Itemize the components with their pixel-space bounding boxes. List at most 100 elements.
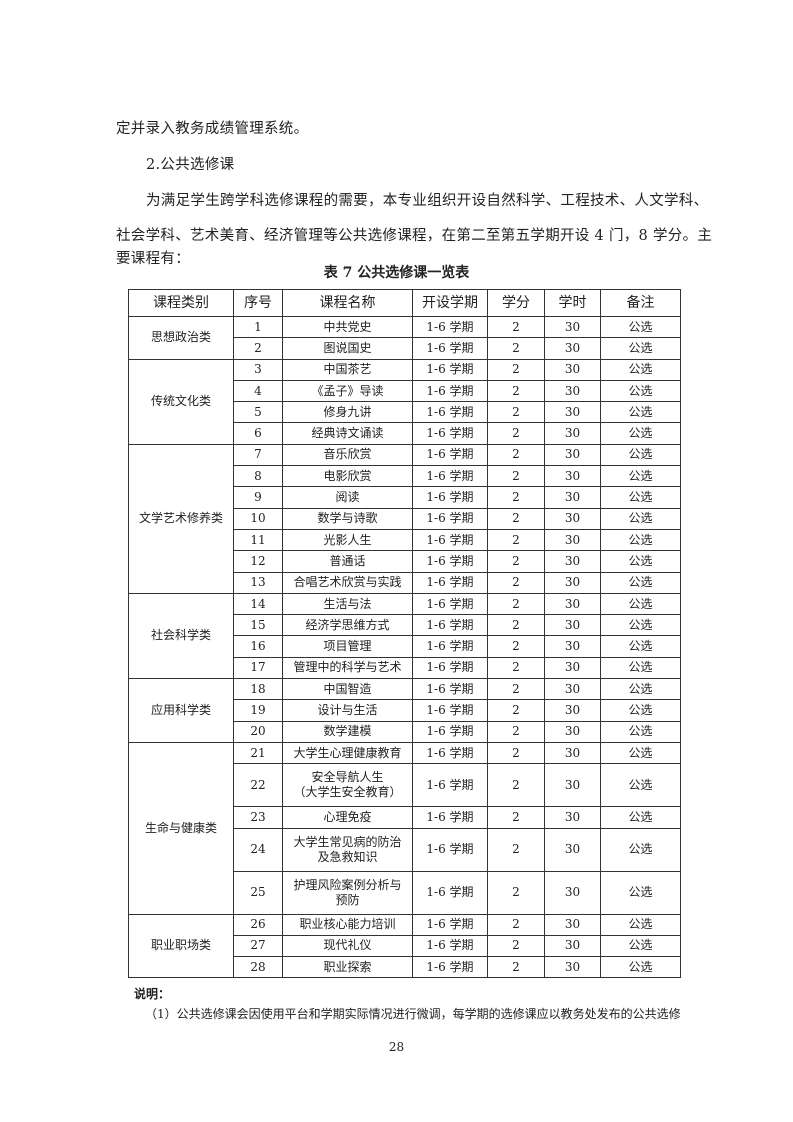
table-row: 10 数学与诗歌 1-6 学期 2 30 公选 (129, 507, 681, 530)
semester-cell: 1-6 学期 (412, 465, 488, 488)
elective-course-table: 课程类别 序号 课程名称 开设学期 学分 学时 备注 思想政治类 1 中共党史 1-6… (128, 289, 681, 979)
section-heading: 2.公共选修课 (146, 157, 235, 173)
course-name-line: 经典诗文诵读 (311, 426, 384, 441)
number-cell: 22 (233, 763, 283, 808)
semester-cell: 1-6 学期 (412, 571, 488, 594)
hours-cell: 30 (544, 550, 601, 573)
course-name-line: 中国智造 (323, 681, 372, 696)
course-name-line: 安全导航人生 (311, 770, 384, 785)
hours-cell: 30 (544, 465, 601, 488)
category-cell: 传统文化类 (128, 358, 234, 445)
semester-cell: 1-6 学期 (412, 422, 488, 445)
number-cell: 11 (233, 528, 283, 552)
credits-cell: 2 (487, 465, 545, 488)
remarks-cell: 公选 (600, 614, 681, 637)
course-name-line: 项目管理 (323, 639, 372, 654)
table-row: 8 电影欣赏 1-6 学期 2 30 公选 (129, 465, 681, 488)
semester-cell: 1-6 学期 (412, 614, 488, 637)
course-name-cell: 合唱艺术欣赏与实践 (282, 571, 413, 594)
credits-cell: 2 (487, 763, 545, 808)
course-name-cell: 管理中的科学与艺术 (282, 656, 413, 680)
header-hours: 学时 (544, 289, 601, 317)
paragraph-line: 为满足学生跨学科选修课程的需要，本专业组织开设自然科学、工程技术、人文学科、 (146, 193, 709, 209)
remarks-cell: 公选 (600, 720, 681, 743)
course-name-line: （大学生安全教育） (293, 785, 402, 800)
remarks-cell: 公选 (600, 806, 681, 829)
credits-cell: 2 (487, 422, 545, 445)
hours-cell: 30 (544, 528, 601, 552)
category-cell: 生命与健康类 (128, 741, 234, 915)
course-name-line: 电影欣赏 (323, 468, 372, 483)
hours-cell: 30 (544, 401, 601, 424)
category-cell: 文学艺术修养类 (128, 443, 234, 594)
course-name-cell: 修身九讲 (282, 401, 413, 424)
remarks-cell: 公选 (600, 827, 681, 872)
course-name-cell: 光影人生 (282, 528, 413, 552)
category-cell: 社会科学类 (128, 592, 234, 680)
category-cell: 应用科学类 (128, 678, 234, 743)
number-cell: 5 (233, 401, 283, 424)
course-name-cell: 大学生心理健康教育 (282, 741, 413, 765)
course-name-line: 大学生心理健康教育 (293, 745, 402, 760)
credits-cell: 2 (487, 720, 545, 743)
course-name-cell: 中国智造 (282, 678, 413, 701)
course-name-cell: 数学与诗歌 (282, 507, 413, 530)
table-row: 社会科学类 14 生活与法 1-6 学期 2 30 公选 (128, 592, 681, 680)
number-cell: 12 (233, 550, 283, 573)
remarks-cell: 公选 (600, 870, 681, 915)
credits-cell: 2 (487, 870, 545, 915)
course-name-line: 生活与法 (323, 596, 372, 611)
number-cell: 9 (233, 486, 283, 509)
course-name-cell: 音乐欣赏 (282, 443, 413, 467)
table-row: 28 职业探索 1-6 学期 2 30 公选 (129, 956, 681, 979)
course-name-line: 心理免疫 (323, 809, 372, 824)
credits-cell: 2 (487, 337, 545, 360)
category-cell: 思想政治类 (128, 316, 234, 360)
remarks-cell: 公选 (600, 486, 681, 509)
credits-cell: 2 (487, 443, 545, 467)
hours-cell: 30 (544, 913, 601, 936)
hours-cell: 30 (544, 956, 601, 979)
table-row: 5 修身九讲 1-6 学期 2 30 公选 (129, 401, 681, 424)
number-cell: 6 (233, 422, 283, 445)
credits-cell: 2 (487, 913, 545, 936)
hours-cell: 30 (544, 315, 601, 339)
hours-cell: 30 (544, 614, 601, 637)
table-row: 24 大学生常见病的防治 及急救知识 1-6 学期 2 30 公选 (129, 827, 681, 872)
table-row: 应用科学类 18 中国智造 1-6 学期 2 30 公选 (128, 678, 681, 743)
semester-cell: 1-6 学期 (412, 913, 488, 936)
credits-cell: 2 (487, 486, 545, 509)
hours-cell: 30 (544, 379, 601, 403)
table-row: 6 经典诗文诵读 1-6 学期 2 30 公选 (129, 422, 681, 445)
remarks-cell: 公选 (600, 571, 681, 594)
course-name-line: 数学建模 (323, 724, 372, 739)
number-cell: 15 (233, 614, 283, 637)
credits-cell: 2 (487, 699, 545, 722)
credits-cell: 2 (487, 401, 545, 424)
remarks-cell: 公选 (600, 550, 681, 573)
remarks-cell: 公选 (600, 528, 681, 552)
credits-cell: 2 (487, 592, 545, 616)
course-name-cell: 《孟子》导读 (282, 379, 413, 403)
hours-cell: 30 (544, 934, 601, 958)
semester-cell: 1-6 学期 (412, 486, 488, 509)
paragraph-line: 社会学科、艺术美育、经济管理等公共选修课程，在第二至第五学期开设 4 门，8 学… (116, 228, 713, 244)
course-name-line: 阅读 (335, 490, 360, 505)
table-row: 文学艺术修养类 7 音乐欣赏 1-6 学期 2 30 公选 (128, 443, 681, 594)
table-row: 12 普通话 1-6 学期 2 30 公选 (129, 550, 681, 573)
course-name-line: 设计与生活 (317, 702, 378, 717)
semester-cell: 1-6 学期 (412, 401, 488, 424)
course-name-cell: 阅读 (282, 486, 413, 509)
hours-cell: 30 (544, 486, 601, 509)
table-row: 11 光影人生 1-6 学期 2 30 公选 (129, 528, 681, 552)
remarks-cell: 公选 (600, 358, 681, 381)
course-name-line: 《孟子》导读 (311, 383, 384, 398)
semester-cell: 1-6 学期 (412, 934, 488, 958)
header-credits: 学分 (487, 289, 545, 317)
course-name-line: 管理中的科学与艺术 (293, 660, 402, 675)
course-name-line: 光影人生 (323, 532, 372, 547)
remarks-cell: 公选 (600, 443, 681, 467)
remarks-cell: 公选 (600, 337, 681, 360)
number-cell: 4 (233, 379, 283, 403)
remarks-cell: 公选 (600, 934, 681, 958)
